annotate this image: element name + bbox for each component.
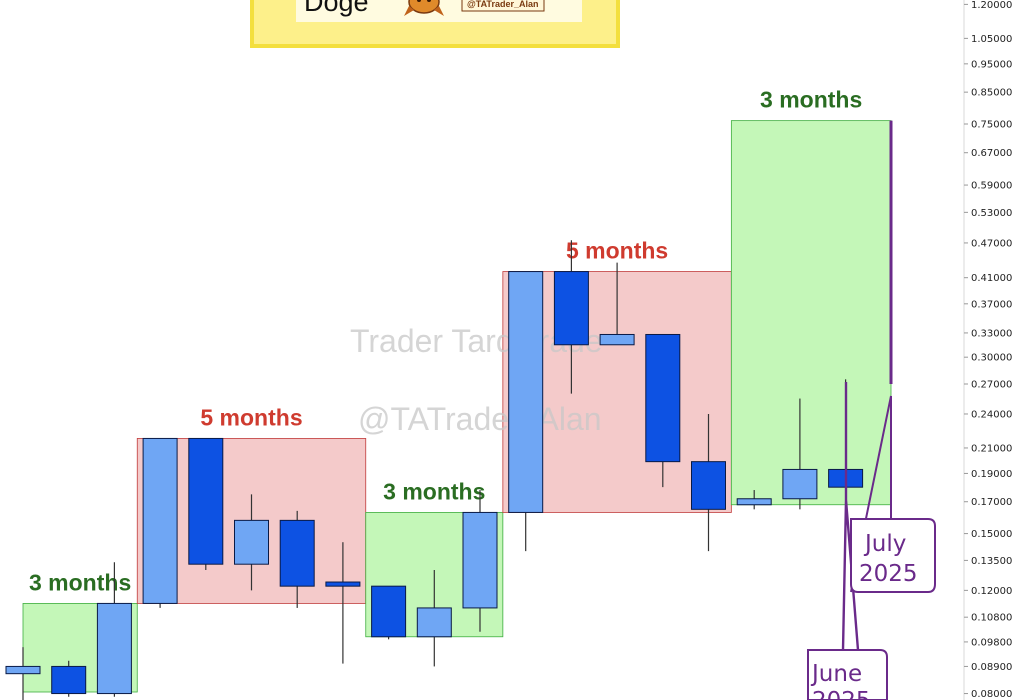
candle-2-body <box>51 665 87 695</box>
candle-9-body <box>371 585 407 638</box>
price-tick-label-11: 0.37000 <box>971 299 1012 310</box>
callouts-layer: July 2025 June 2025 <box>807 382 936 700</box>
price-tick-label-25: 0.08000 <box>971 689 1012 700</box>
zone-label-1: 3 months <box>29 569 131 595</box>
price-tick-label-4: 0.85000 <box>971 88 1012 99</box>
price-tick-label-9: 0.47000 <box>971 238 1012 249</box>
price-tick-label-18: 0.17000 <box>971 497 1012 508</box>
callout-july-line1: July <box>863 531 906 557</box>
candle-15 <box>645 333 681 488</box>
price-tick-label-3: 0.95000 <box>971 59 1012 70</box>
candle-15-body <box>645 333 681 463</box>
candle-13 <box>553 240 589 394</box>
callout-july-line2: 2025 <box>859 561 918 587</box>
candle-1-body <box>5 665 41 675</box>
candle-5-body <box>188 437 224 565</box>
candle-12-body <box>508 271 544 513</box>
price-ticks: 1.20000 1.05000 0.95000 0.85000 0.75000 0.670… <box>964 0 1012 700</box>
logo-handle-box <box>461 0 545 12</box>
price-tick-label-13: 0.30000 <box>971 353 1012 364</box>
zone-label-4: 5 months <box>566 238 668 264</box>
candle-6 <box>234 494 269 591</box>
price-tick-label-17: 0.19000 <box>971 469 1012 480</box>
price-tick-label-7: 0.59000 <box>971 181 1012 192</box>
candle-7-body <box>279 519 315 587</box>
logo-badge: Doge @TATrader_Alan <box>250 0 620 48</box>
candle-18-body <box>782 468 818 500</box>
price-tick-label-16: 0.21000 <box>971 443 1012 454</box>
candle-17-body <box>736 498 772 506</box>
price-tick-label-6: 0.67000 <box>971 148 1012 159</box>
candle-4-body <box>142 437 178 604</box>
candle-7 <box>279 510 315 608</box>
zone-label-2: 5 months <box>200 404 302 430</box>
candles-layer <box>5 120 893 700</box>
price-tick-label-14: 0.27000 <box>971 380 1012 391</box>
price-tick-label-8: 0.53000 <box>971 208 1012 219</box>
candle-12 <box>508 271 544 552</box>
candle-10 <box>416 570 452 667</box>
callout-box-july <box>850 518 936 593</box>
candle-16-body <box>691 461 726 510</box>
candle-2 <box>51 660 87 697</box>
price-tick-label-21: 0.12000 <box>971 586 1012 597</box>
candle-14-body <box>599 333 635 346</box>
price-tick-label-20: 0.13500 <box>971 556 1012 567</box>
candle-11 <box>462 490 498 632</box>
candle-8 <box>325 542 361 664</box>
zone-label-3: 3 months <box>383 478 485 504</box>
price-tick-label-5: 0.75000 <box>971 120 1012 131</box>
callout-june-line1: June <box>810 661 862 687</box>
price-tick-label-15: 0.24000 <box>971 409 1012 420</box>
candle-9 <box>371 585 407 640</box>
price-tick-label-1: 1.20000 <box>971 0 1012 11</box>
candle-17 <box>736 490 772 510</box>
candle-6-body <box>234 519 269 565</box>
zone-label-5: 3 months <box>760 87 862 113</box>
candle-10-body <box>416 607 452 638</box>
candle-8-body <box>325 581 361 587</box>
callout-june-line2: 2025 <box>812 688 871 700</box>
zone-5 <box>730 120 892 506</box>
candle-1 <box>5 647 41 700</box>
candle-5 <box>188 437 224 571</box>
logo-title: Doge <box>304 0 369 17</box>
price-tick-label-10: 0.41000 <box>971 273 1012 284</box>
candle-18 <box>782 398 818 510</box>
price-tick-label-2: 1.05000 <box>971 34 1012 45</box>
callout-box-june <box>807 648 888 700</box>
price-tick-label-19: 0.15000 <box>971 529 1012 540</box>
candle-4 <box>142 437 178 608</box>
watermark-handle: @TATrader_Alan <box>358 401 602 437</box>
dog-logo-icon <box>404 0 444 16</box>
candle-11-body <box>462 511 498 609</box>
candle-13-body <box>553 271 589 346</box>
candle-3 <box>96 562 132 697</box>
candle-3-body <box>96 602 132 695</box>
logo-handle: @TATrader_Alan <box>467 0 538 9</box>
price-tick-label-12: 0.33000 <box>971 328 1012 339</box>
price-tick-label-24: 0.08900 <box>971 662 1012 673</box>
candle-14 <box>599 262 635 346</box>
candle-16 <box>691 413 726 552</box>
price-tick-label-23: 0.09800 <box>971 637 1012 648</box>
price-tick-label-22: 0.10800 <box>971 613 1012 624</box>
